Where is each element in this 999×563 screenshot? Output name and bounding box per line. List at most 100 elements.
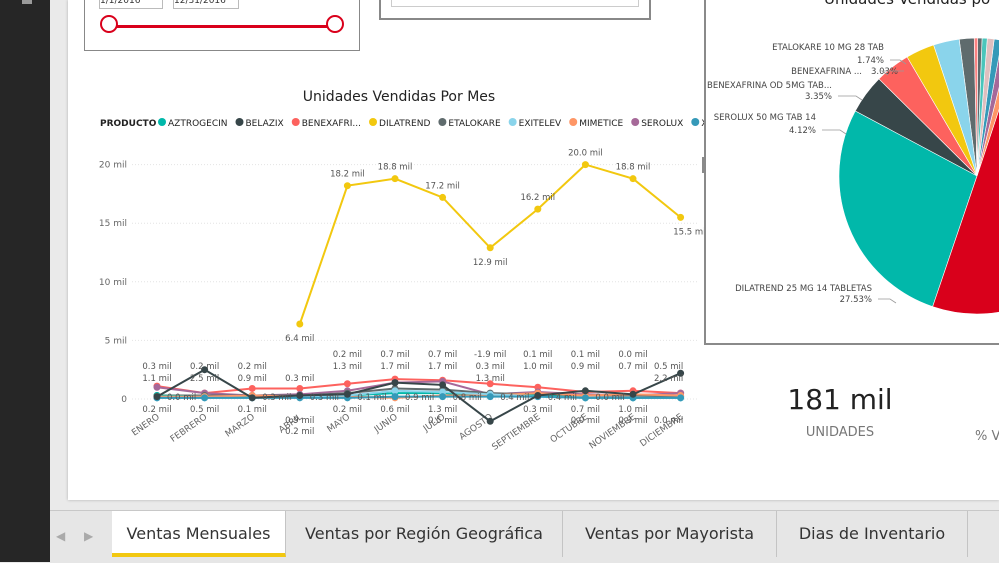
data-label: 0.2 mil bbox=[238, 362, 267, 372]
series-point[interactable] bbox=[343, 390, 351, 398]
tab-dias-inventario[interactable]: Dias de Inventario bbox=[777, 511, 968, 557]
series-point[interactable] bbox=[486, 393, 494, 401]
legend-marker[interactable] bbox=[235, 118, 244, 126]
legend-marker[interactable] bbox=[158, 118, 166, 126]
kpi-card2-label: % V bbox=[975, 429, 999, 444]
tab-more[interactable] bbox=[968, 511, 999, 557]
series-point[interactable] bbox=[296, 391, 304, 399]
legend-label[interactable]: SEROLUX bbox=[641, 119, 683, 129]
series-point[interactable] bbox=[629, 175, 637, 183]
series-point[interactable] bbox=[439, 393, 447, 401]
series-point[interactable] bbox=[201, 394, 209, 402]
series-point[interactable] bbox=[153, 393, 161, 401]
series-point[interactable] bbox=[486, 380, 494, 388]
legend-marker[interactable] bbox=[438, 118, 447, 126]
legend-marker[interactable] bbox=[691, 118, 700, 126]
series-line[interactable] bbox=[156, 368, 682, 423]
tab-ventas-region[interactable]: Ventas por Región Geográfica bbox=[286, 511, 563, 557]
legend-label[interactable]: MIMETICE bbox=[579, 119, 623, 129]
slicer-end-date[interactable]: 12/31/2016 bbox=[173, 0, 239, 9]
series-point[interactable] bbox=[248, 394, 256, 402]
series-line[interactable] bbox=[157, 395, 681, 399]
kpi-card-value: 181 mil bbox=[787, 383, 893, 416]
series-point[interactable] bbox=[677, 369, 685, 377]
legend-label[interactable]: DILATREND bbox=[379, 119, 430, 129]
series-point[interactable] bbox=[153, 383, 161, 391]
legend-marker[interactable] bbox=[291, 118, 300, 126]
series-point[interactable] bbox=[439, 381, 447, 389]
legend-label[interactable]: AZTROGECIN bbox=[168, 119, 228, 129]
slider-start-handle[interactable] bbox=[100, 15, 118, 33]
pie-slices bbox=[838, 37, 999, 315]
tab-prev-icon[interactable]: ◀ bbox=[56, 529, 66, 543]
series-point[interactable] bbox=[296, 320, 304, 328]
data-label: 0.5 mil bbox=[428, 416, 457, 426]
data-label: 0.7 mil bbox=[428, 350, 457, 360]
pie-slice[interactable] bbox=[838, 110, 978, 308]
series-point[interactable] bbox=[201, 366, 209, 374]
tab-ventas-mayorista[interactable]: Ventas por Mayorista bbox=[563, 511, 777, 557]
filter-input[interactable] bbox=[391, 0, 639, 7]
legend-marker[interactable] bbox=[631, 118, 640, 126]
legend-marker[interactable] bbox=[369, 118, 378, 126]
series-point[interactable] bbox=[343, 182, 351, 190]
series-point[interactable] bbox=[486, 417, 494, 425]
tab-next-icon[interactable]: ▶ bbox=[84, 529, 94, 543]
pie-slice[interactable] bbox=[973, 37, 979, 177]
data-label: 0.9 mil bbox=[285, 416, 314, 426]
series-point[interactable] bbox=[248, 384, 256, 392]
series-point[interactable] bbox=[677, 394, 685, 402]
x-tick-label: MARZO bbox=[224, 412, 257, 439]
data-label: 0.0 mil bbox=[654, 416, 683, 426]
data-label: 0.2 mil bbox=[285, 427, 314, 437]
pie-slice[interactable] bbox=[932, 45, 999, 315]
data-label: 0.8 mil bbox=[453, 393, 482, 403]
pie-pct: 1.74% bbox=[857, 56, 884, 66]
data-label: 0.9 mil bbox=[238, 374, 267, 384]
pie-visual: ETALOKARE 10 MG 28 TAB 1.74% BENEXAFRINA .… bbox=[704, 0, 999, 345]
series-point[interactable] bbox=[486, 244, 494, 252]
data-label: 20.0 mil bbox=[568, 149, 603, 159]
chart-title: Unidades Vendidas Por Mes bbox=[303, 89, 495, 105]
slider-track[interactable] bbox=[110, 25, 336, 28]
data-label: 0.3 mil bbox=[618, 416, 647, 426]
y-tick-label: 15 mil bbox=[99, 219, 127, 229]
series-point[interactable] bbox=[581, 394, 589, 402]
legend-marker[interactable] bbox=[569, 118, 578, 126]
series-point[interactable] bbox=[296, 384, 304, 392]
x-tick-label: SEPTIEMBRE bbox=[490, 412, 542, 453]
data-label: 0.6 mil bbox=[380, 405, 409, 415]
series-point[interactable] bbox=[629, 390, 637, 398]
pie-label: ETALOKARE 10 MG 28 TAB bbox=[772, 43, 884, 53]
series-point[interactable] bbox=[439, 193, 447, 201]
series-point[interactable] bbox=[581, 161, 589, 169]
legend-label[interactable]: ETALOKARE bbox=[448, 119, 501, 129]
series-point[interactable] bbox=[391, 393, 399, 401]
rail-icon[interactable] bbox=[22, 0, 32, 4]
y-tick-label: 20 mil bbox=[99, 161, 127, 171]
data-label: 1.0 mil bbox=[618, 405, 647, 415]
data-label: 0.0 mil bbox=[167, 393, 196, 403]
series-point[interactable] bbox=[581, 387, 589, 395]
slicer-start-date[interactable]: 1/1/2016 bbox=[99, 0, 163, 9]
series-line[interactable] bbox=[298, 163, 682, 325]
series-point[interactable] bbox=[677, 213, 685, 221]
legend-label[interactable]: EXITELEV bbox=[519, 119, 562, 129]
series-point[interactable] bbox=[534, 391, 542, 399]
series-point[interactable] bbox=[534, 205, 542, 213]
series-point[interactable] bbox=[391, 175, 399, 183]
legend-marker[interactable] bbox=[508, 118, 517, 126]
slider-end-handle[interactable] bbox=[326, 15, 344, 33]
data-label: 16.2 mil bbox=[520, 193, 555, 203]
data-label: 0.1 mil bbox=[357, 393, 386, 403]
series-point[interactable] bbox=[391, 379, 399, 387]
legend-label[interactable]: BELAZIX bbox=[246, 119, 284, 129]
x-tick-label: MAYO bbox=[326, 412, 352, 435]
data-label: 0.0 mil bbox=[618, 350, 647, 360]
series-point[interactable] bbox=[391, 387, 399, 395]
page-tab-bar: ◀ ▶ Ventas Mensuales Ventas por Región G… bbox=[50, 510, 999, 563]
tab-ventas-mensuales[interactable]: Ventas Mensuales bbox=[112, 511, 286, 557]
left-rail bbox=[0, 0, 50, 562]
series-point[interactable] bbox=[343, 380, 351, 388]
legend-label[interactable]: BENEXAFRI... bbox=[302, 119, 361, 129]
